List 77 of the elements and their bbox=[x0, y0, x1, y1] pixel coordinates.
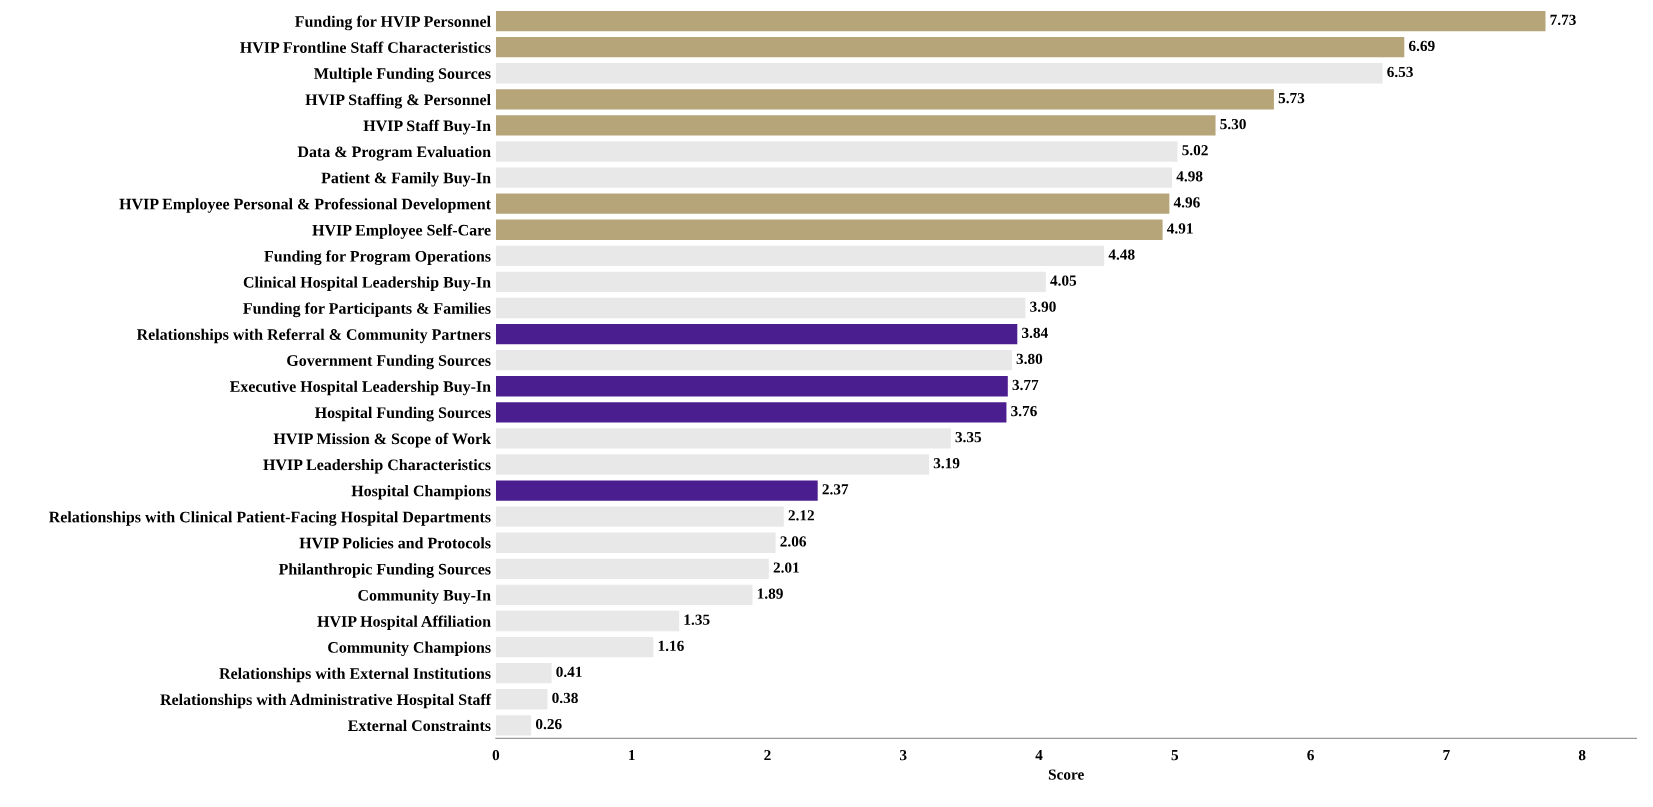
data-label: 5.73 bbox=[1278, 92, 1305, 104]
y-tick-label: HVIP Mission & Scope of Work bbox=[273, 432, 492, 448]
data-label: 3.77 bbox=[1012, 379, 1039, 391]
y-tick-label: HVIP Staff Buy-In bbox=[363, 119, 491, 135]
y-tick-label: Relationships with Clinical Patient-Facing Hospital Departments bbox=[48, 511, 491, 526]
x-tick-label: 2 bbox=[764, 750, 771, 761]
bar bbox=[495, 219, 1163, 240]
data-label: 1.35 bbox=[684, 614, 710, 625]
data-label: 3.76 bbox=[1011, 405, 1037, 417]
bar bbox=[495, 37, 1405, 58]
y-tick-label: HVIP Employee Personal & Professional Development bbox=[119, 198, 491, 213]
data-label: 1.16 bbox=[658, 640, 684, 651]
data-label: 5.30 bbox=[1220, 118, 1246, 130]
y-tick-label: Hospital Champions bbox=[351, 485, 491, 500]
data-label: 4.98 bbox=[1176, 171, 1203, 182]
bar bbox=[495, 89, 1274, 110]
bar bbox=[495, 480, 818, 501]
y-tick-label: HVIP Leadership Characteristics bbox=[263, 458, 491, 474]
data-label: 2.12 bbox=[788, 510, 814, 521]
bar bbox=[495, 10, 1546, 32]
y-tick-label: HVIP Frontline Staff Characteristics bbox=[240, 41, 491, 53]
y-tick-label: Government Funding Sources bbox=[287, 354, 491, 370]
x-tick-label: 0 bbox=[492, 749, 500, 761]
data-label: 1.89 bbox=[757, 588, 783, 599]
y-tick-label: Philanthropic Funding Sources bbox=[278, 563, 491, 578]
x-tick-label: 7 bbox=[1443, 750, 1450, 761]
data-label: 2.01 bbox=[773, 562, 799, 573]
data-label: 0.41 bbox=[556, 666, 582, 678]
y-tick-label: Community Champions bbox=[328, 641, 491, 657]
data-label: 4.48 bbox=[1108, 249, 1135, 260]
y-tick-label: Clinical Hospital Leadership Buy-In bbox=[243, 276, 491, 291]
y-tick-label: Executive Hospital Leadership Buy-In bbox=[229, 380, 491, 396]
data-label: 6.53 bbox=[1387, 66, 1413, 78]
data-label: 0.26 bbox=[535, 718, 562, 730]
bar bbox=[495, 193, 1170, 214]
y-tick-label: Relationships with External Institutions bbox=[219, 667, 491, 683]
y-tick-label: Community Buy-In bbox=[358, 589, 491, 604]
bar bbox=[495, 402, 1007, 423]
data-label: 4.91 bbox=[1166, 223, 1193, 234]
x-tick-label: 4 bbox=[1035, 750, 1043, 761]
x-tick-label: 1 bbox=[629, 750, 635, 761]
y-tick-label: External Constraints bbox=[348, 719, 491, 732]
y-tick-label: Patient & Family Buy-In bbox=[321, 172, 491, 187]
data-label: 5.02 bbox=[1182, 145, 1208, 156]
bar bbox=[495, 715, 532, 736]
y-tick-label: HVIP Hospital Affiliation bbox=[317, 615, 491, 631]
data-label: 2.37 bbox=[822, 484, 849, 495]
y-tick-label: HVIP Staffing & Personnel bbox=[305, 93, 491, 109]
data-label: 4.96 bbox=[1173, 197, 1200, 208]
y-tick-label: Relationships with Referral & Community Partners bbox=[136, 328, 491, 344]
y-tick-label: Funding for Program Operations bbox=[264, 250, 491, 266]
data-label: 3.35 bbox=[955, 432, 982, 443]
data-label: 3.90 bbox=[1030, 301, 1056, 312]
data-label: 3.84 bbox=[1022, 327, 1048, 338]
data-label: 7.73 bbox=[1550, 14, 1576, 25]
y-tick-label: Multiple Funding Sources bbox=[314, 67, 491, 83]
x-axis-title: Score bbox=[1048, 769, 1084, 780]
y-tick-label: Funding for HVIP Personnel bbox=[295, 15, 491, 31]
data-label: 2.06 bbox=[780, 536, 807, 547]
y-tick-label: Relationships with Administrative Hospital Staff bbox=[160, 693, 492, 709]
y-tick-label: Data & Program Evaluation bbox=[297, 145, 491, 161]
data-label: 3.80 bbox=[1016, 353, 1043, 365]
y-tick-label: HVIP Employee Self-Care bbox=[312, 224, 491, 239]
bar bbox=[495, 376, 1008, 397]
data-label: 6.69 bbox=[1408, 40, 1435, 52]
x-tick-label: 5 bbox=[1171, 750, 1179, 761]
x-tick-label: 8 bbox=[1578, 749, 1586, 761]
x-tick-label: 3 bbox=[900, 750, 907, 761]
bar bbox=[495, 115, 1216, 136]
y-tick-label: Funding for Participants & Families bbox=[243, 302, 491, 318]
data-label: 3.19 bbox=[933, 458, 960, 469]
data-label: 4.05 bbox=[1050, 275, 1077, 286]
x-tick-label: 6 bbox=[1307, 750, 1314, 761]
y-tick-label: HVIP Policies and Protocols bbox=[299, 537, 491, 549]
bar bbox=[495, 323, 1018, 345]
data-label: 0.38 bbox=[552, 692, 578, 704]
y-tick-label: Hospital Funding Sources bbox=[314, 406, 491, 422]
